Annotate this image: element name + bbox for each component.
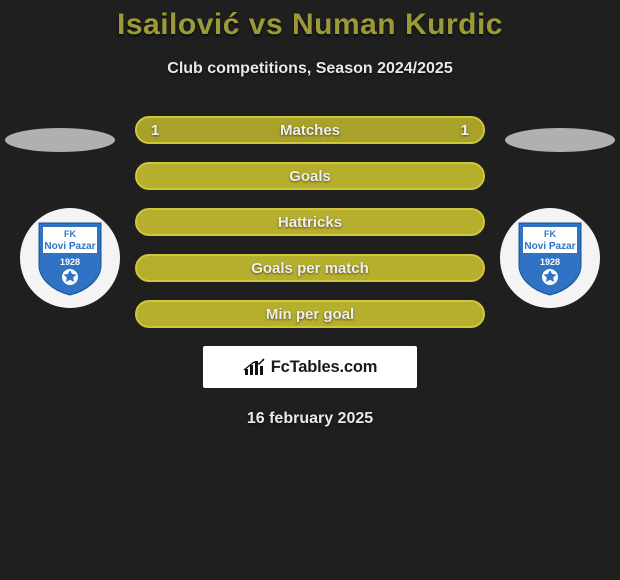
shield-icon: FK Novi Pazar 1928 — [37, 219, 103, 297]
svg-text:FK: FK — [544, 229, 556, 239]
svg-text:1928: 1928 — [540, 257, 560, 267]
row-min-per-goal: Min per goal — [135, 300, 485, 328]
club-badge-right: FK Novi Pazar 1928 — [500, 208, 600, 308]
brand-text: FcTables.com — [271, 358, 377, 377]
player-right-placeholder — [505, 128, 615, 152]
subtitle: Club competitions, Season 2024/2025 — [0, 60, 620, 78]
matches-left-value: 1 — [151, 122, 159, 139]
brand-box: FcTables.com — [203, 346, 417, 388]
brand-logo: FcTables.com — [243, 357, 377, 377]
stat-label: Goals — [289, 168, 331, 185]
stat-label: Hattricks — [278, 214, 342, 231]
club-badge-left: FK Novi Pazar 1928 — [20, 208, 120, 308]
row-goals: Goals — [135, 162, 485, 190]
svg-text:Novi Pazar: Novi Pazar — [524, 241, 575, 252]
date-label: 16 february 2025 — [0, 410, 620, 428]
stat-label: Goals per match — [251, 260, 369, 277]
svg-text:1928: 1928 — [60, 257, 80, 267]
comparison-panel: FK Novi Pazar 1928 FK Novi Pazar 1928 1 … — [0, 116, 620, 428]
stat-label: Min per goal — [266, 306, 354, 323]
matches-label: Matches — [280, 122, 340, 139]
chart-icon — [243, 357, 267, 377]
stat-rows: 1 Matches 1 Goals Hattricks Goals per ma… — [135, 116, 485, 328]
shield-icon: FK Novi Pazar 1928 — [517, 219, 583, 297]
player-left-placeholder — [5, 128, 115, 152]
svg-text:FK: FK — [64, 229, 76, 239]
row-matches: 1 Matches 1 — [135, 116, 485, 144]
svg-text:Novi Pazar: Novi Pazar — [44, 241, 95, 252]
matches-right-value: 1 — [461, 122, 469, 139]
row-goals-per-match: Goals per match — [135, 254, 485, 282]
row-hattricks: Hattricks — [135, 208, 485, 236]
page-title: Isailović vs Numan Kurdic — [0, 0, 620, 42]
